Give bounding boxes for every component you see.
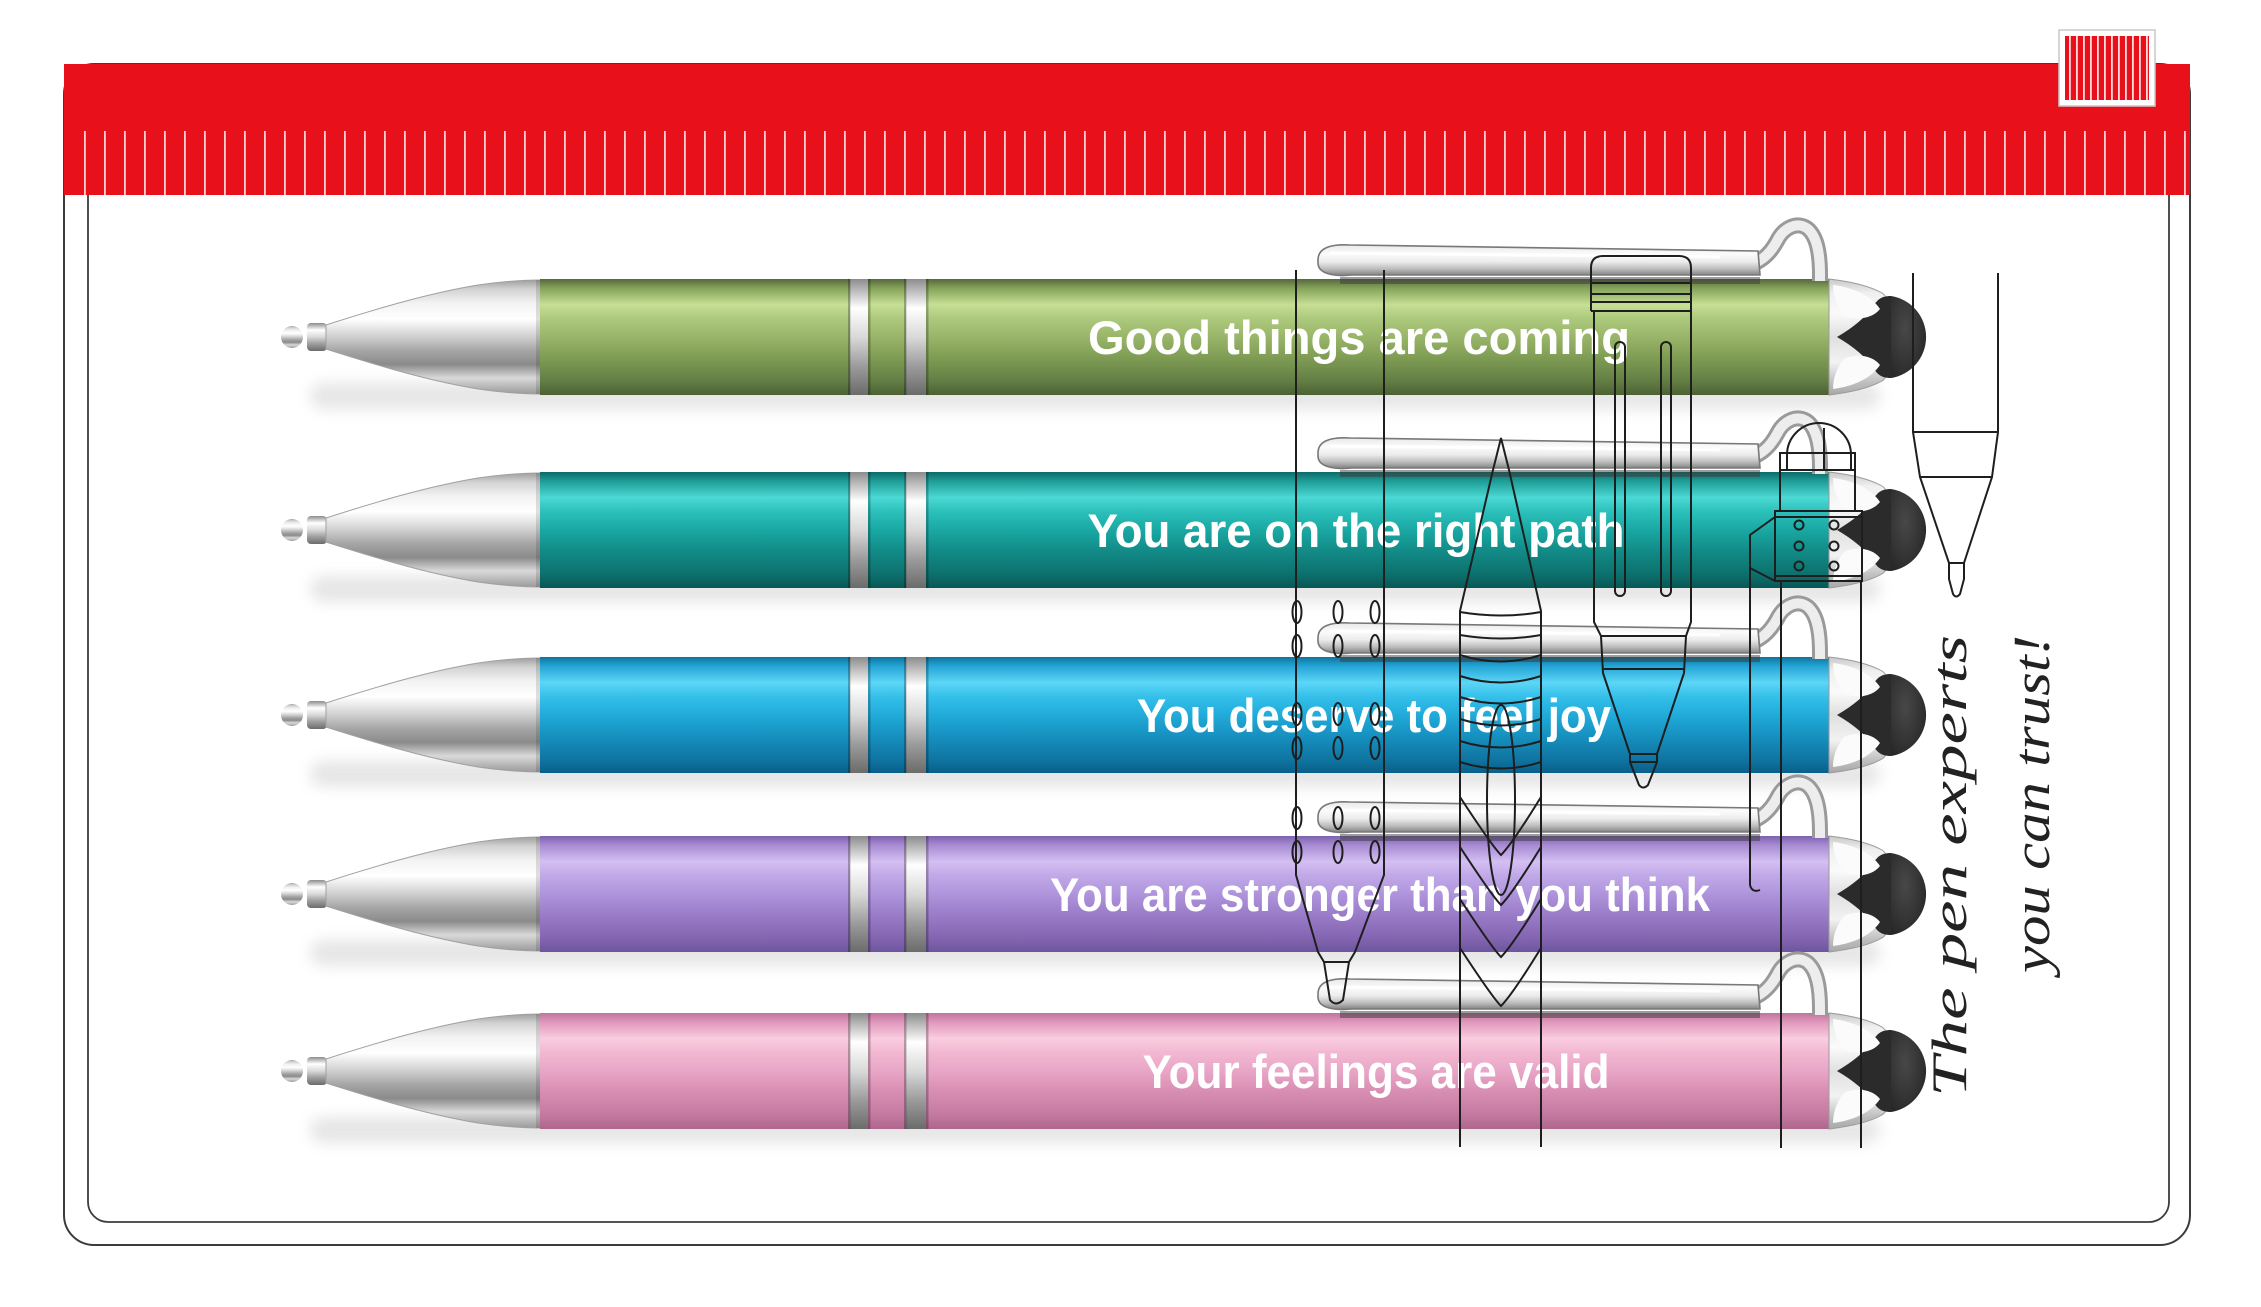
svg-text:Good things are coming: Good things are coming — [1088, 311, 1630, 364]
svg-text:The pen experts: The pen experts — [1921, 635, 1977, 1097]
svg-text:Your feelings are valid: Your feelings are valid — [1143, 1045, 1610, 1098]
svg-text:You deserve to feel joy: You deserve to feel joy — [1137, 689, 1611, 742]
svg-text:You are stronger than you thin: You are stronger than you think — [1050, 868, 1711, 921]
svg-text:you can trust!: you can trust! — [2004, 635, 2061, 979]
svg-text:You are on the right path: You are on the right path — [1088, 504, 1625, 557]
